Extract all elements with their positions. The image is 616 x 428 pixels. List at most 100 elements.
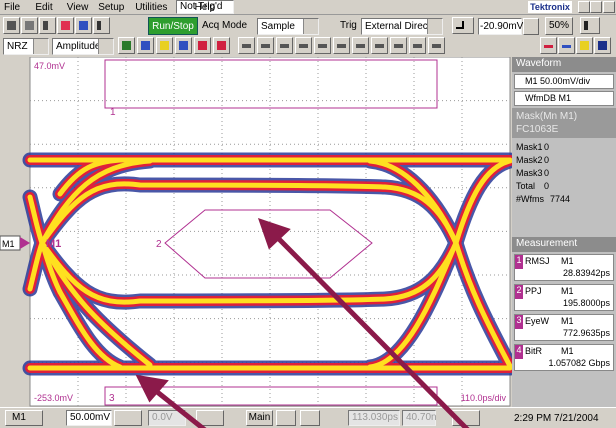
- icon-glyph: [375, 44, 384, 48]
- trig-source-dropdown[interactable]: External Direct: [361, 18, 443, 35]
- measurement-row[interactable]: 2 PPJ M1 195.8000ps: [514, 284, 614, 311]
- measure-icon[interactable]: [428, 37, 445, 54]
- measurement-row[interactable]: 1 RMSJ M1 28.83942ps: [514, 254, 614, 281]
- icon-glyph: [242, 44, 251, 48]
- close-button[interactable]: [603, 1, 615, 13]
- measure-button[interactable]: [75, 17, 92, 34]
- measure-icon[interactable]: [352, 37, 369, 54]
- mask-count-label: Total: [516, 181, 536, 191]
- icon-glyph: [394, 44, 403, 48]
- measure-icon[interactable]: [137, 37, 154, 54]
- measure-icon[interactable]: [390, 37, 407, 54]
- measure-icon[interactable]: [156, 37, 173, 54]
- eye-trace: [27, 240, 45, 292]
- measurement-index: 3: [515, 315, 523, 329]
- icon-glyph: [356, 44, 365, 48]
- status-scale[interactable]: 50.00mV: [66, 410, 112, 426]
- measurement-name: EyeW: [525, 316, 550, 326]
- measurement-header: Measurement: [512, 237, 616, 252]
- measurement-value: 1.057082 Gbps: [548, 358, 610, 368]
- measure-icon[interactable]: [175, 37, 192, 54]
- clear-button[interactable]: [93, 17, 110, 34]
- measurement-name: PPJ: [525, 286, 542, 296]
- trig-level-field[interactable]: -20.90mV: [478, 18, 523, 35]
- panel-icon-3[interactable]: [576, 37, 593, 54]
- acq-mode-dropdown[interactable]: Sample: [257, 18, 319, 35]
- menu-item[interactable]: File: [4, 2, 21, 13]
- measure-icon[interactable]: [409, 37, 426, 54]
- eye-trace: [39, 240, 153, 368]
- mask-count-label: Mask3: [516, 168, 543, 178]
- measure-icon[interactable]: [276, 37, 293, 54]
- mask-count-value: 0: [544, 155, 550, 165]
- menu-item[interactable]: Setup: [98, 2, 125, 13]
- icon-glyph: [217, 41, 226, 50]
- tools-button[interactable]: [21, 17, 38, 34]
- measure-icon[interactable]: [213, 37, 230, 54]
- slope-button[interactable]: [452, 17, 474, 34]
- measure-icon[interactable]: [371, 37, 388, 54]
- timebase-label: 110.0ps/div: [461, 393, 507, 403]
- status-channel[interactable]: M1: [5, 410, 43, 426]
- side-panel: Waveform M1 50.00mV/div WfmDB M1 Mask(Mn…: [512, 57, 616, 407]
- menu-item[interactable]: Utilities: [135, 2, 168, 13]
- eye-trace: [57, 157, 123, 197]
- panel-icon-2[interactable]: [558, 37, 575, 54]
- status-clock: 2:29 PM 7/21/2004: [514, 413, 599, 424]
- waveform-button[interactable]: [57, 17, 74, 34]
- icon-glyph: [198, 41, 207, 50]
- measurement-source: M1: [561, 256, 574, 266]
- measurement-row[interactable]: 3 EyeW M1 772.9635ps: [514, 314, 614, 341]
- menu-bar: [0, 0, 616, 15]
- measure-icon[interactable]: [118, 37, 135, 54]
- trig-50-button[interactable]: 50%: [545, 17, 573, 35]
- measure-icon[interactable]: [314, 37, 331, 54]
- zoom-out-button[interactable]: [300, 410, 320, 426]
- encoding-dropdown[interactable]: NRZ: [3, 38, 49, 55]
- mask-count-value: 7744: [550, 194, 571, 204]
- icon-glyph: [413, 44, 422, 48]
- menu-item[interactable]: Help: [194, 2, 216, 13]
- measure-icon[interactable]: [238, 37, 255, 54]
- menu-item[interactable]: Edit: [35, 2, 53, 13]
- eye-trace: [39, 181, 459, 246]
- measurement-value: 28.83942ps: [562, 268, 610, 278]
- measure-type-dropdown[interactable]: Amplitude: [52, 38, 114, 55]
- brand: Tektronix: [528, 1, 572, 13]
- trig-level-spin[interactable]: [523, 18, 539, 35]
- run-stop-button[interactable]: Run/Stop: [148, 17, 198, 35]
- mask-2-label: 2: [156, 239, 162, 250]
- measurement-row[interactable]: 4 BitR M1 1.057082 Gbps: [514, 344, 614, 371]
- menu-item[interactable]: View: [66, 2, 89, 13]
- status-scale-spin[interactable]: [114, 410, 142, 426]
- measure-icon[interactable]: [295, 37, 312, 54]
- help-button[interactable]: [580, 17, 600, 34]
- icon-glyph: [179, 41, 188, 50]
- display: 1 2 3 47.0mV -253.0mV 110.0ps/div M1 M1: [0, 57, 512, 407]
- panel-icon-1[interactable]: [540, 37, 557, 54]
- measure-icon[interactable]: [194, 37, 211, 54]
- icon-glyph: [318, 44, 327, 48]
- timebase-mode-button[interactable]: Main: [246, 410, 273, 426]
- wfmdb-row[interactable]: WfmDB M1: [514, 91, 614, 106]
- measurement-icons: [118, 37, 448, 56]
- top-label: 47.0mV: [34, 61, 65, 71]
- status-position: 113.030ps: [348, 410, 400, 426]
- panel-icon-4[interactable]: [594, 37, 611, 54]
- math-button[interactable]: [39, 17, 56, 34]
- minimize-button[interactable]: [578, 1, 590, 13]
- print-button[interactable]: [3, 17, 20, 34]
- measurement-source: M1: [561, 286, 574, 296]
- restore-button[interactable]: [590, 1, 602, 13]
- zoom-in-button[interactable]: [276, 410, 296, 426]
- status-offset: 0.0V: [148, 410, 186, 426]
- status-offset-spin[interactable]: [196, 410, 224, 426]
- measure-icon[interactable]: [257, 37, 274, 54]
- mask-count-value: 0: [544, 142, 550, 152]
- mask-count-label: #Wfms: [516, 194, 544, 204]
- channel-row[interactable]: M1 50.00mV/div: [514, 74, 614, 89]
- status-record-spin[interactable]: [452, 410, 480, 426]
- measure-icon[interactable]: [333, 37, 350, 54]
- channel-marker-arrow: [20, 237, 30, 249]
